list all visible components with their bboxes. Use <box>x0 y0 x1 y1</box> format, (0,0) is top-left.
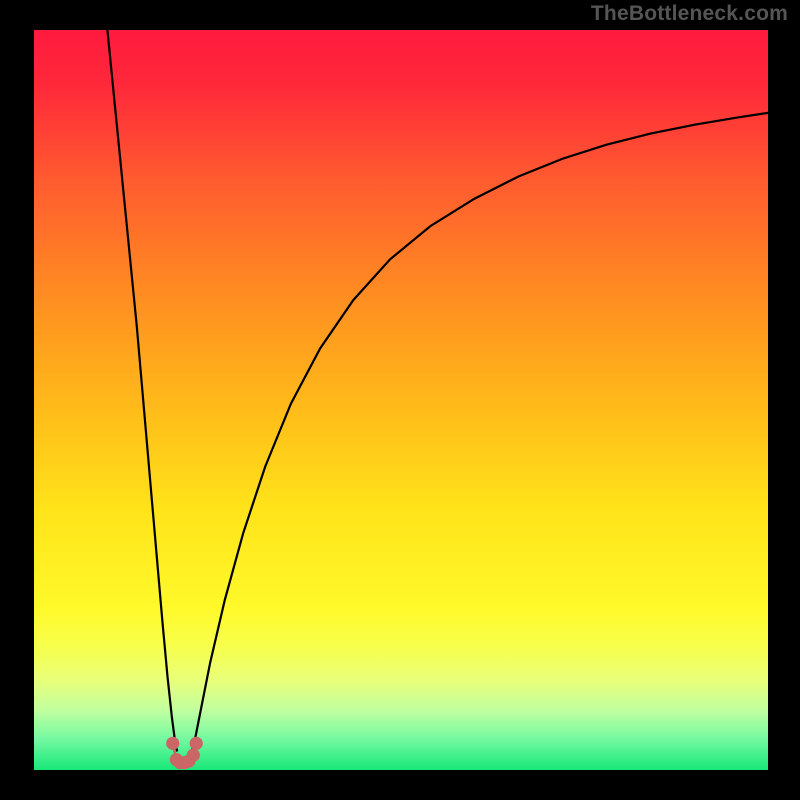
marker-dot <box>166 737 179 750</box>
plot-area <box>34 30 768 770</box>
watermark-text: TheBottleneck.com <box>591 2 788 26</box>
plot-svg <box>34 30 768 770</box>
chart-container: TheBottleneck.com <box>0 0 800 800</box>
marker-dot <box>187 749 200 762</box>
marker-dot <box>190 737 203 750</box>
